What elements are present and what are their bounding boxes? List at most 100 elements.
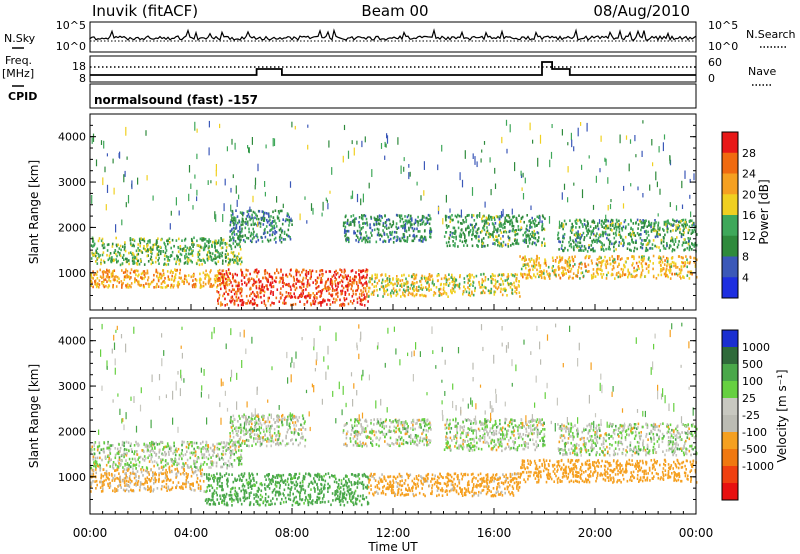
velocity-data-cell [123, 455, 125, 459]
velocity-data-cell [194, 460, 196, 463]
velocity-data-cell [153, 460, 156, 463]
power-data-cell [505, 214, 508, 217]
velocity-data-cell [238, 445, 240, 449]
power-data-cell [309, 296, 311, 299]
power-data-cell [177, 285, 179, 289]
power-data-cell [164, 246, 167, 250]
power-data-cell [203, 245, 206, 248]
power-data-cell [395, 294, 398, 297]
power-data-cell [178, 237, 180, 241]
power-data-cell [509, 222, 511, 225]
power-data-cell [453, 276, 456, 280]
power-data-cell [167, 255, 170, 259]
power-data-cell [384, 141, 386, 147]
power-data-cell [394, 282, 396, 286]
power-data-cell [233, 301, 235, 305]
power-data-cell [392, 221, 395, 226]
velocity-data-cell [111, 444, 114, 447]
power-data-cell [530, 221, 533, 224]
power-data-cell [510, 282, 512, 285]
power-data-cell [472, 284, 474, 287]
power-data-cell [367, 240, 369, 244]
power-data-cell [501, 293, 504, 297]
power-data-cell [511, 221, 513, 224]
power-data-cell [197, 244, 199, 247]
velocity-data-cell [124, 464, 126, 468]
power-data-cell [195, 279, 198, 282]
power-data-cell [400, 165, 402, 174]
power-data-cell [567, 197, 569, 203]
power-data-cell [674, 262, 677, 266]
power-data-cell [659, 188, 661, 195]
power-data-cell [631, 255, 633, 259]
power-data-cell [544, 261, 547, 265]
power-data-cell [132, 238, 135, 241]
power-data-cell [196, 239, 198, 243]
power-data-cell [225, 270, 228, 273]
velocity-data-cell [183, 462, 185, 466]
power-data-cell [253, 230, 255, 234]
power-data-cell [576, 236, 578, 240]
power-data-cell [596, 232, 598, 235]
power-data-cell [461, 179, 464, 188]
power-data-cell [91, 245, 94, 248]
power-data-cell [694, 241, 697, 245]
power-data-cell [408, 226, 410, 230]
power-data-cell [674, 272, 676, 276]
power-data-cell [670, 265, 673, 268]
power-data-cell [275, 280, 277, 284]
power-data-cell [656, 230, 659, 234]
velocity-data-cell [229, 440, 232, 444]
power-data-cell [406, 239, 408, 243]
velocity-data-cell [98, 444, 101, 448]
power-data-cell [107, 243, 110, 246]
power-data-cell [688, 244, 691, 248]
power-data-cell [590, 230, 592, 233]
power-data-cell [659, 226, 661, 230]
power-data-cell [117, 243, 119, 247]
power-data-cell [267, 280, 269, 284]
power-data-cell [129, 237, 132, 240]
power-data-cell [362, 237, 365, 241]
power-data-cell [529, 223, 531, 227]
power-data-cell [96, 276, 99, 280]
velocity-data-cell [95, 479, 98, 483]
velocity-data-cell [188, 442, 191, 446]
power-data-cell [592, 275, 595, 278]
power-data-cell [564, 246, 566, 250]
power-data-cell [639, 236, 642, 240]
power-data-cell [552, 270, 555, 274]
power-data-cell [338, 275, 340, 279]
nave-label: Nave [748, 65, 776, 78]
velocity-data-cell [106, 446, 109, 450]
power-data-cell [306, 281, 309, 284]
velocity-data-cell [189, 456, 192, 460]
power-data-cell [427, 218, 429, 221]
velocity-data-cell [114, 447, 116, 450]
power-data-cell [682, 265, 685, 268]
power-data-cell [124, 170, 126, 177]
power-data-cell [361, 239, 363, 243]
power-data-cell [136, 263, 139, 266]
power-data-cell [673, 243, 675, 246]
power-data-cell [345, 285, 348, 288]
power-data-cell [483, 141, 486, 145]
power-data-cell [403, 166, 405, 172]
power-data-cell [484, 278, 487, 282]
power-data-cell [214, 274, 217, 278]
velocity-data-cell [148, 473, 150, 476]
power-data-cell [257, 221, 259, 228]
power-data-cell [351, 302, 354, 305]
velocity-data-cell [216, 447, 219, 451]
power-data-cell [474, 156, 476, 165]
power-data-cell [471, 244, 474, 248]
power-data-cell [624, 219, 627, 222]
power-data-cell [649, 259, 651, 263]
velocity-data-cell [191, 468, 193, 472]
velocity-data-cell [164, 450, 166, 454]
power-data-cell [572, 265, 574, 268]
power-data-cell [307, 124, 309, 128]
power-data-cell [377, 231, 380, 234]
power-data-cell [635, 274, 637, 278]
power-data-cell [627, 273, 630, 277]
